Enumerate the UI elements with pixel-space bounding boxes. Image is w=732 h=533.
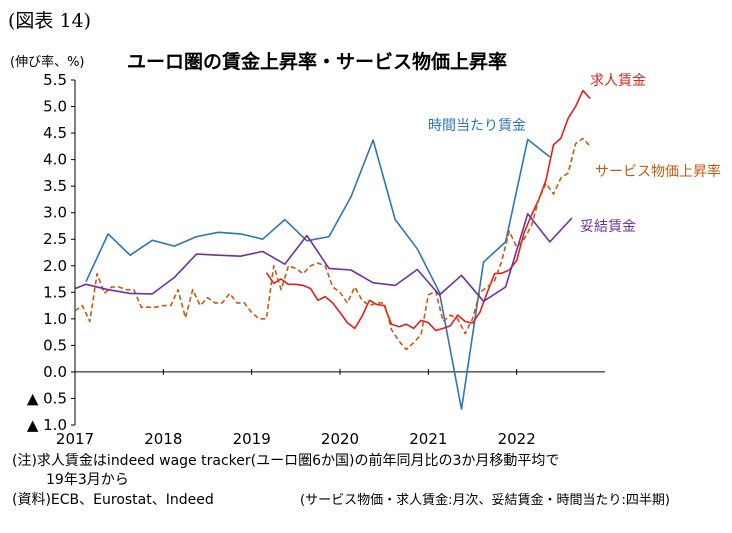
y-axis-unit: (伸び率、%) xyxy=(10,55,85,70)
series-line-時間当たり賃金 xyxy=(85,138,551,410)
y-tick-label: ▲ 1.0 xyxy=(27,416,67,434)
y-tick-label: 3.5 xyxy=(43,177,67,195)
note-2: 19年3月から xyxy=(46,472,129,488)
y-tick-label: 4.0 xyxy=(43,151,67,169)
series-label-妥結賃金: 妥結賃金 xyxy=(580,219,636,235)
y-tick-label: 1.0 xyxy=(43,310,67,328)
series-label-サービス物価上昇率: サービス物価上昇率 xyxy=(595,163,721,180)
y-tick-label: 3.0 xyxy=(43,204,67,222)
x-tick-label: 2017 xyxy=(56,430,94,448)
x-tick-label: 2019 xyxy=(233,430,271,448)
y-tick-label: 5.5 xyxy=(43,71,67,89)
y-tick-label: 2.5 xyxy=(43,230,67,248)
x-tick-label: 2021 xyxy=(409,430,447,448)
y-tick-label: 1.5 xyxy=(43,283,67,301)
chart-axes: 5.5 5.0 4.5 4.0 3.5 3.0 2.5 2.0 1.5 1.0 0.5 0.0 ▲ 0.… xyxy=(27,71,605,448)
y-tick-label: 2.0 xyxy=(43,257,67,275)
x-tick-label: 2022 xyxy=(498,430,536,448)
y-tick-label: ▲ 0.5 xyxy=(27,389,67,407)
figure-label: (図表 14) xyxy=(8,10,92,32)
chart-series xyxy=(74,89,591,410)
y-tick-label: 0.0 xyxy=(43,363,67,381)
source-note: (資料)ECB、Eurostat、Indeed xyxy=(12,492,214,508)
frequency-note: (サービス物価・求人賃金:月次、妥結賃金・時間当たり:四半期) xyxy=(300,493,670,508)
y-tick-label: 5.0 xyxy=(43,98,67,116)
series-label-求人賃金: 求人賃金 xyxy=(590,73,646,89)
series-labels: 時間当たり賃金 求人賃金 サービス物価上昇率 妥結賃金 xyxy=(428,73,721,235)
series-label-時間当たり賃金: 時間当たり賃金 xyxy=(428,118,526,134)
series-line-求人賃金 xyxy=(265,89,591,332)
series-line-サービス物価上昇率 xyxy=(74,137,591,351)
y-tick-label: 4.5 xyxy=(43,124,67,142)
x-tick-label: 2020 xyxy=(321,430,359,448)
note-1: (注)求人賃金はindeed wage tracker(ユーロ圏6か国)の前年同… xyxy=(12,453,560,469)
chart-title: ユーロ圏の賃金上昇率・サービス物価上昇率 xyxy=(127,51,508,73)
y-tick-label: 0.5 xyxy=(43,336,67,354)
series-line-妥結賃金 xyxy=(74,213,573,303)
x-tick-label: 2018 xyxy=(144,430,182,448)
